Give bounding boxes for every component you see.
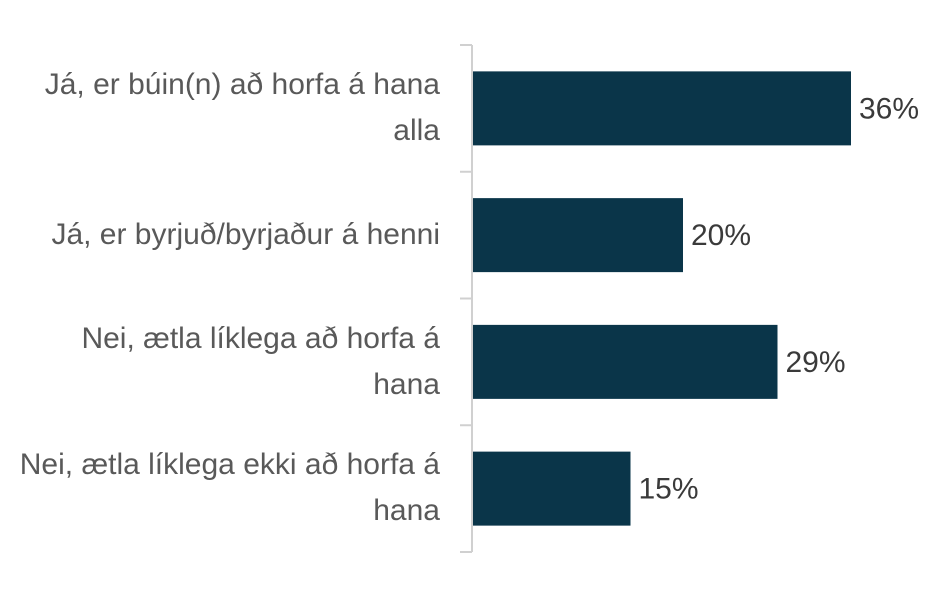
value-label: 36% <box>859 92 919 125</box>
value-label: 20% <box>691 219 751 252</box>
bar <box>473 324 778 399</box>
bar <box>473 451 631 526</box>
category-label: Já, er búin(n) að horfa á hana alla <box>44 68 440 147</box>
value-label: 15% <box>639 473 699 506</box>
bar <box>473 198 683 273</box>
category-label: Nei, ætla líklega að horfa á hana <box>81 321 440 401</box>
category-label: Nei, ætla líklega ekki að horfa á hana <box>19 448 440 528</box>
value-label: 29% <box>786 346 846 379</box>
bar <box>473 71 851 146</box>
category-label: Já, er byrjuð/byrjaður á henni <box>51 217 440 251</box>
